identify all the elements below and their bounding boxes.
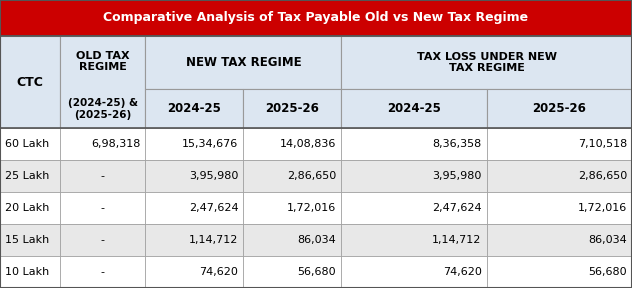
Text: 2,86,650: 2,86,650 <box>287 171 336 181</box>
Bar <box>0 128 60 160</box>
Bar <box>60 192 145 224</box>
Text: 56,680: 56,680 <box>298 267 336 277</box>
Text: -: - <box>100 235 105 245</box>
Text: 14,08,836: 14,08,836 <box>280 139 336 149</box>
Text: 1,14,712: 1,14,712 <box>432 235 482 245</box>
Text: 7,10,518: 7,10,518 <box>578 139 627 149</box>
Text: 20 Lakh: 20 Lakh <box>5 203 49 213</box>
Bar <box>0 0 632 36</box>
Bar <box>145 128 243 160</box>
Text: -: - <box>100 171 105 181</box>
Text: 2024-25: 2024-25 <box>167 102 221 115</box>
Text: 10 Lakh: 10 Lakh <box>5 267 49 277</box>
Text: NEW TAX REGIME: NEW TAX REGIME <box>186 56 301 69</box>
Bar <box>60 256 145 288</box>
Text: CTC: CTC <box>16 75 44 89</box>
Bar <box>487 160 632 192</box>
Bar <box>341 224 487 256</box>
Bar <box>341 89 487 128</box>
Bar <box>0 256 60 288</box>
Text: 60 Lakh: 60 Lakh <box>5 139 49 149</box>
Bar <box>145 36 341 89</box>
Text: 2024-25: 2024-25 <box>387 102 441 115</box>
Bar <box>243 128 341 160</box>
Bar <box>243 192 341 224</box>
Text: 1,72,016: 1,72,016 <box>287 203 336 213</box>
Bar <box>0 36 60 128</box>
Text: 2,47,624: 2,47,624 <box>432 203 482 213</box>
Text: -: - <box>100 267 105 277</box>
Bar <box>487 224 632 256</box>
Text: 2,47,624: 2,47,624 <box>188 203 238 213</box>
Text: 8,36,358: 8,36,358 <box>432 139 482 149</box>
Text: 25 Lakh: 25 Lakh <box>5 171 49 181</box>
Bar <box>341 192 487 224</box>
Bar <box>145 256 243 288</box>
Text: 74,620: 74,620 <box>199 267 238 277</box>
Bar <box>60 224 145 256</box>
Bar <box>145 160 243 192</box>
Text: Comparative Analysis of Tax Payable Old vs New Tax Regime: Comparative Analysis of Tax Payable Old … <box>104 12 528 24</box>
Bar <box>0 192 60 224</box>
Text: 56,680: 56,680 <box>588 267 627 277</box>
Text: 1,14,712: 1,14,712 <box>189 235 238 245</box>
Text: 3,95,980: 3,95,980 <box>432 171 482 181</box>
Bar <box>341 256 487 288</box>
Bar <box>487 128 632 160</box>
Text: TAX LOSS UNDER NEW
TAX REGIME: TAX LOSS UNDER NEW TAX REGIME <box>416 52 557 73</box>
Bar <box>243 224 341 256</box>
Bar <box>487 256 632 288</box>
Bar <box>145 89 243 128</box>
Bar <box>243 256 341 288</box>
Bar <box>341 160 487 192</box>
Text: 86,034: 86,034 <box>588 235 627 245</box>
Bar <box>0 160 60 192</box>
Bar <box>243 160 341 192</box>
Bar <box>487 192 632 224</box>
Text: OLD TAX
REGIME: OLD TAX REGIME <box>76 51 130 72</box>
Text: 2,86,650: 2,86,650 <box>578 171 627 181</box>
Text: 2025-26: 2025-26 <box>265 102 319 115</box>
Text: 15 Lakh: 15 Lakh <box>5 235 49 245</box>
Bar <box>341 36 632 89</box>
Text: 15,34,676: 15,34,676 <box>182 139 238 149</box>
Text: 1,72,016: 1,72,016 <box>578 203 627 213</box>
Text: 2025-26: 2025-26 <box>532 102 586 115</box>
Bar <box>60 36 145 128</box>
Text: 3,95,980: 3,95,980 <box>189 171 238 181</box>
Text: 86,034: 86,034 <box>298 235 336 245</box>
Text: 74,620: 74,620 <box>442 267 482 277</box>
Bar <box>341 128 487 160</box>
Bar <box>60 128 145 160</box>
Text: (2024-25) &
(2025-26): (2024-25) & (2025-26) <box>68 98 138 120</box>
Bar <box>145 192 243 224</box>
Bar <box>487 89 632 128</box>
Text: -: - <box>100 203 105 213</box>
Bar <box>243 89 341 128</box>
Text: 6,98,318: 6,98,318 <box>91 139 140 149</box>
Bar <box>0 224 60 256</box>
Bar <box>145 224 243 256</box>
Bar <box>60 160 145 192</box>
